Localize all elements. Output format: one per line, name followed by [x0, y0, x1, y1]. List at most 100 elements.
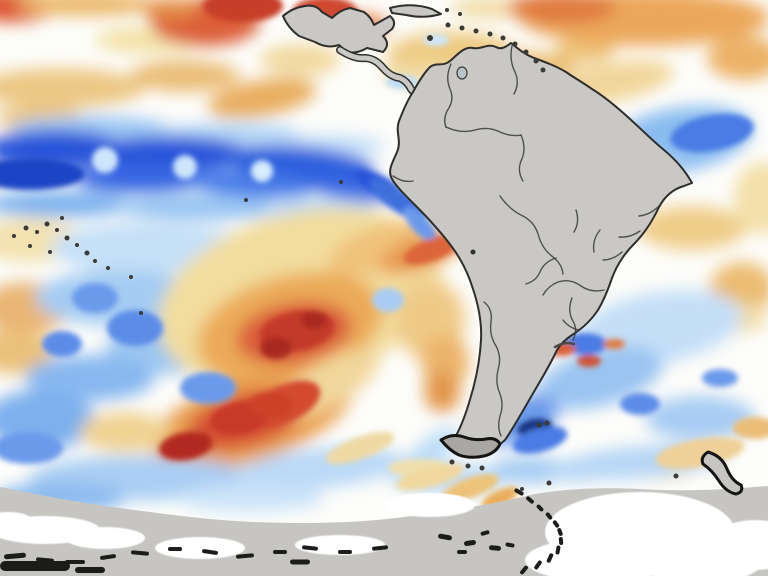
ice-floe-patch: [65, 527, 145, 549]
coastline-rock-speck: [464, 540, 476, 546]
anomaly-blob: [185, 170, 315, 198]
island-dot: [339, 180, 343, 184]
anomaly-blob: [490, 456, 570, 484]
cuba-island: [389, 4, 442, 18]
island-dot: [523, 49, 529, 55]
anomaly-blob: [92, 147, 118, 173]
anomaly-blob: [0, 68, 145, 108]
ice-floe-patch: [525, 538, 675, 576]
border-line: [445, 126, 522, 137]
island-dot: [465, 463, 471, 469]
island-dot: [500, 35, 506, 41]
anomaly-blob: [260, 44, 340, 76]
anomaly-blob: [15, 0, 155, 16]
anomaly-blob: [325, 431, 395, 465]
coastline-rock-speck: [520, 565, 528, 575]
border-line: [638, 205, 660, 217]
anomaly-blob: [603, 339, 625, 349]
lake-titicaca: [470, 249, 476, 255]
anomaly-blob: [327, 220, 433, 276]
anomaly-blob: [0, 432, 63, 464]
anomaly-blob: [25, 355, 155, 401]
island-dot: [449, 459, 455, 465]
border-line: [573, 209, 579, 233]
anomaly-blob: [441, 474, 499, 502]
border-line: [499, 195, 564, 275]
island-dot: [93, 259, 97, 263]
coastline-rock-speck: [558, 537, 564, 545]
ice-white-patches: [0, 492, 768, 576]
anomaly-blob: [260, 337, 292, 359]
anomaly-blob: [301, 311, 327, 329]
ice-floe-patch: [155, 537, 245, 559]
island-dot: [55, 228, 59, 232]
coastline-rock-speck: [552, 520, 560, 528]
island-dot: [48, 250, 52, 254]
tierra-del-fuego: [439, 434, 502, 459]
coastline-rock-speck: [555, 545, 561, 555]
border-line: [392, 175, 414, 183]
anomaly-blob: [637, 206, 747, 250]
land-layer: [282, 4, 693, 459]
central-america-isthmus: [337, 47, 419, 98]
coastline-rock-speck: [290, 559, 310, 565]
border-line: [510, 45, 518, 95]
anomaly-blob: [248, 392, 292, 418]
island-dot: [459, 25, 465, 31]
island-dot: [445, 22, 451, 28]
anomaly-blob: [372, 288, 404, 312]
coastline-rock-speck: [65, 560, 85, 564]
border-line: [592, 229, 601, 253]
island-dot: [129, 275, 133, 279]
island-dot: [458, 12, 462, 16]
anomaly-blob: [424, 372, 460, 412]
anomaly-blob: [577, 355, 601, 367]
lake-maracaibo: [456, 66, 468, 80]
island-dot: [544, 420, 550, 426]
anomaly-blob: [423, 34, 449, 46]
anomaly-blob: [90, 136, 250, 172]
anomaly-blob: [175, 484, 325, 512]
anomaly-blob: [130, 60, 240, 92]
coastline-rock-speck: [4, 552, 26, 560]
coastline-rock-speck: [505, 542, 515, 548]
border-line: [518, 134, 525, 182]
ice-rock-specks: [0, 488, 564, 575]
island-dot: [12, 234, 16, 238]
anomaly-blob: [140, 0, 200, 18]
anomaly-blob: [403, 235, 461, 265]
island-dot: [64, 235, 70, 241]
coastline-rock-speck: [338, 550, 352, 554]
rio-de-la-plata-estuary: [553, 341, 576, 349]
island-dot: [520, 487, 524, 491]
anomaly-blob: [403, 206, 437, 242]
island-dot: [75, 243, 79, 247]
island-dot: [445, 8, 449, 12]
border-line: [602, 251, 623, 261]
coastline-rock-speck: [536, 504, 544, 512]
anomaly-blob: [72, 283, 118, 313]
border-line: [444, 63, 453, 128]
anomaly-blob: [396, 463, 464, 491]
antarctic-peninsula: [700, 450, 744, 496]
ice-floe-patch: [295, 535, 385, 555]
border-line: [562, 319, 580, 331]
anomaly-blob: [180, 372, 236, 404]
coastline-rock-speck: [545, 512, 553, 520]
coastline-rock-speck: [546, 553, 554, 563]
island-dot: [536, 422, 542, 428]
island-dot: [244, 198, 248, 202]
island-dot: [35, 230, 39, 234]
anomaly-blob: [80, 412, 170, 452]
border-line: [569, 297, 577, 341]
coastline-rock-speck: [236, 553, 254, 559]
ice-floe-patch: [710, 520, 768, 570]
ice-floe-patch: [385, 493, 475, 517]
island-dot: [28, 244, 32, 248]
anomaly-blob: [203, 0, 283, 22]
coastline-rock-speck: [438, 533, 452, 541]
anomaly-blob: [550, 462, 600, 482]
coastline-rock-speck: [489, 545, 501, 551]
anomaly-blob: [707, 36, 768, 80]
